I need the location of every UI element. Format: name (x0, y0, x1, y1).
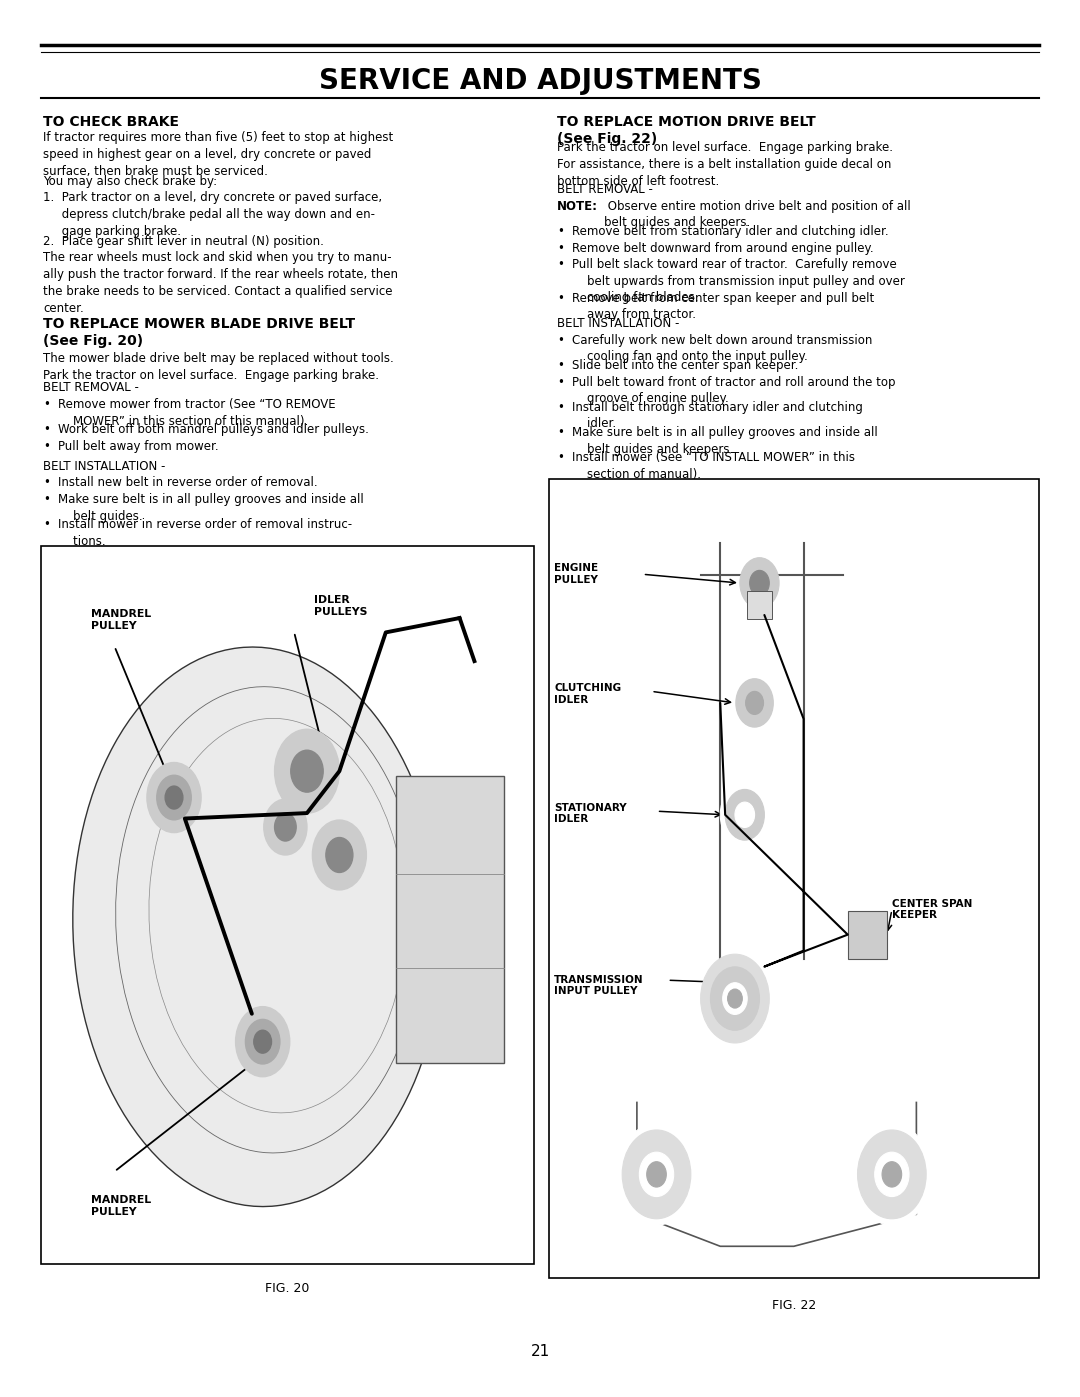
Text: BELT INSTALLATION -: BELT INSTALLATION - (557, 317, 679, 330)
Text: BELT REMOVAL -: BELT REMOVAL - (43, 381, 139, 394)
Circle shape (746, 692, 764, 714)
Text: MANDREL
PULLEY: MANDREL PULLEY (91, 609, 151, 631)
Text: FIG. 22: FIG. 22 (772, 1299, 815, 1312)
Text: Carefully work new belt down around transmission
    cooling fan and onto the in: Carefully work new belt down around tran… (572, 334, 873, 363)
Circle shape (235, 1007, 289, 1077)
Text: Pull belt toward front of tractor and roll around the top
    groove of engine p: Pull belt toward front of tractor and ro… (572, 376, 896, 405)
Circle shape (735, 679, 773, 726)
Circle shape (254, 1030, 271, 1053)
Text: The rear wheels must lock and skid when you try to manu-
ally push the tractor f: The rear wheels must lock and skid when … (43, 251, 399, 314)
Text: FIG. 20: FIG. 20 (265, 1282, 310, 1295)
Circle shape (740, 557, 779, 609)
Circle shape (326, 838, 353, 873)
Text: IDLER
PULLEYS: IDLER PULLEYS (313, 595, 367, 616)
Circle shape (622, 1130, 691, 1218)
Text: TO REPLACE MOWER BLADE DRIVE BELT
(See Fig. 20): TO REPLACE MOWER BLADE DRIVE BELT (See F… (43, 317, 355, 348)
Text: •: • (557, 401, 564, 414)
Text: •: • (43, 518, 50, 531)
Text: •: • (43, 440, 50, 453)
Text: You may also check brake by:: You may also check brake by: (43, 175, 217, 187)
Text: Make sure belt is in all pulley grooves and inside all
    belt guides and keepe: Make sure belt is in all pulley grooves … (572, 426, 878, 455)
Text: Install mower (See “TO INSTALL MOWER” in this
    section of manual).: Install mower (See “TO INSTALL MOWER” in… (572, 451, 855, 481)
Bar (395, 775, 504, 1063)
Circle shape (701, 954, 769, 1044)
Circle shape (852, 1123, 931, 1225)
Text: 1.  Park tractor on a level, dry concrete or paved surface,
     depress clutch/: 1. Park tractor on a level, dry concrete… (43, 191, 382, 237)
Circle shape (264, 799, 307, 855)
Circle shape (882, 1162, 902, 1187)
Circle shape (291, 750, 323, 792)
Text: Park the tractor on level surface.  Engage parking brake.
For assistance, there : Park the tractor on level surface. Engag… (557, 141, 893, 187)
Text: Remove belt from stationary idler and clutching idler.: Remove belt from stationary idler and cl… (572, 225, 889, 237)
Ellipse shape (72, 647, 443, 1207)
Text: The mower blade drive belt may be replaced without tools.
Park the tractor on le: The mower blade drive belt may be replac… (43, 352, 394, 381)
Circle shape (274, 813, 296, 841)
Circle shape (711, 967, 759, 1031)
Text: TRANSMISSION
INPUT PULLEY: TRANSMISSION INPUT PULLEY (554, 975, 644, 996)
Text: •: • (557, 426, 564, 439)
Text: Install mower in reverse order of removal instruc-
    tions.: Install mower in reverse order of remova… (58, 518, 352, 548)
Text: BELT REMOVAL -: BELT REMOVAL - (557, 183, 653, 196)
Text: Install belt through stationary idler and clutching
    idler.: Install belt through stationary idler an… (572, 401, 863, 430)
Text: 2.  Place gear shift lever in neutral (N) position.: 2. Place gear shift lever in neutral (N)… (43, 235, 324, 247)
Text: •: • (557, 258, 564, 271)
FancyBboxPatch shape (41, 546, 534, 1264)
Text: Pull belt away from mower.: Pull belt away from mower. (58, 440, 219, 453)
Text: TO CHECK BRAKE: TO CHECK BRAKE (43, 115, 179, 129)
Text: Install new belt in reverse order of removal.: Install new belt in reverse order of rem… (58, 476, 318, 489)
Circle shape (157, 775, 191, 820)
Text: •: • (557, 242, 564, 254)
Circle shape (720, 784, 769, 847)
Text: •: • (43, 476, 50, 489)
Text: •: • (43, 423, 50, 436)
Text: Remove belt downward from around engine pulley.: Remove belt downward from around engine … (572, 242, 874, 254)
Text: Slide belt into the center span keeper.: Slide belt into the center span keeper. (572, 359, 799, 372)
Circle shape (723, 787, 767, 844)
Text: Remove mower from tractor (See “TO REMOVE
    MOWER” in this section of this man: Remove mower from tractor (See “TO REMOV… (58, 398, 336, 427)
Circle shape (639, 1153, 674, 1197)
FancyBboxPatch shape (549, 479, 1039, 1278)
Bar (747, 591, 772, 619)
Circle shape (750, 570, 769, 595)
Text: Remove belt from center span keeper and pull belt
    away from tractor.: Remove belt from center span keeper and … (572, 292, 875, 321)
Circle shape (875, 1153, 909, 1197)
Circle shape (274, 729, 339, 813)
Text: •: • (557, 334, 564, 346)
Text: Work belt off both mandrel pulleys and idler pulleys.: Work belt off both mandrel pulleys and i… (58, 423, 369, 436)
Circle shape (858, 1130, 927, 1218)
Circle shape (725, 789, 765, 840)
Circle shape (165, 787, 183, 809)
Text: TO REPLACE MOTION DRIVE BELT
(See Fig. 22): TO REPLACE MOTION DRIVE BELT (See Fig. 2… (557, 115, 816, 145)
Text: •: • (557, 292, 564, 305)
Text: •: • (43, 493, 50, 506)
Circle shape (245, 1020, 280, 1065)
Text: CLUTCHING
IDLER: CLUTCHING IDLER (554, 683, 621, 704)
Text: Observe entire motion drive belt and position of all
belt guides and keepers.: Observe entire motion drive belt and pos… (604, 200, 910, 229)
Text: •: • (43, 398, 50, 411)
Text: •: • (557, 359, 564, 372)
Circle shape (735, 802, 755, 827)
Circle shape (647, 1162, 666, 1187)
Circle shape (723, 982, 747, 1014)
Text: •: • (557, 376, 564, 388)
Text: ENGINE
PULLEY: ENGINE PULLEY (554, 563, 598, 585)
Text: Make sure belt is in all pulley grooves and inside all
    belt guides.: Make sure belt is in all pulley grooves … (58, 493, 364, 522)
Text: If tractor requires more than five (5) feet to stop at highest
speed in highest : If tractor requires more than five (5) f… (43, 131, 393, 177)
Text: 21: 21 (530, 1344, 550, 1359)
Text: NOTE:: NOTE: (557, 200, 598, 212)
Circle shape (728, 989, 742, 1009)
Text: MANDREL
PULLEY: MANDREL PULLEY (91, 1196, 151, 1217)
Text: SERVICE AND ADJUSTMENTS: SERVICE AND ADJUSTMENTS (319, 67, 761, 95)
Text: CENTER SPAN
KEEPER: CENTER SPAN KEEPER (892, 898, 972, 921)
Text: Pull belt slack toward rear of tractor.  Carefully remove
    belt upwards from : Pull belt slack toward rear of tractor. … (572, 258, 905, 305)
Text: •: • (557, 225, 564, 237)
Circle shape (618, 1123, 696, 1225)
Text: STATIONARY
IDLER: STATIONARY IDLER (554, 803, 626, 824)
Text: •: • (557, 451, 564, 464)
Circle shape (147, 763, 201, 833)
Text: BELT INSTALLATION -: BELT INSTALLATION - (43, 460, 165, 472)
Bar (848, 911, 887, 958)
Circle shape (312, 820, 366, 890)
